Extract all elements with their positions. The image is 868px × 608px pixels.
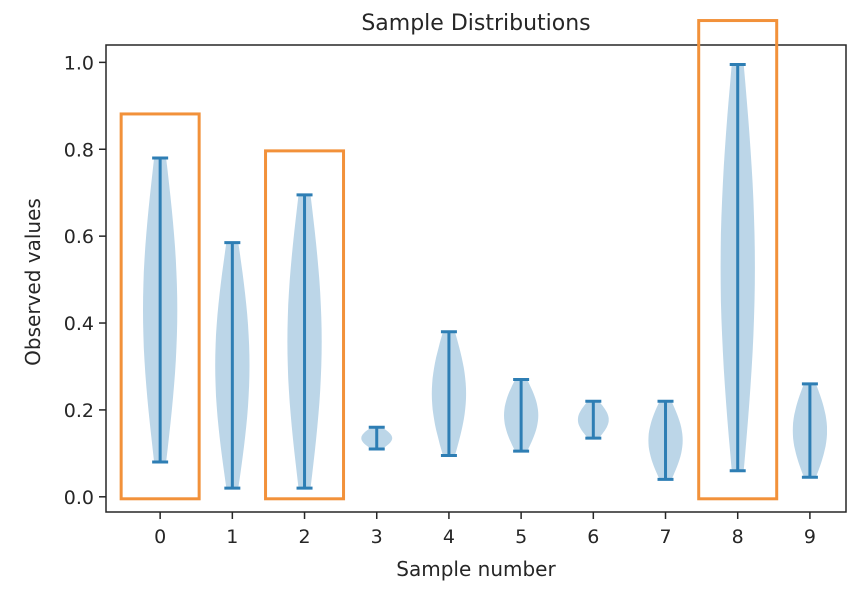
x-tick-label: 2 <box>298 526 310 548</box>
y-tick-label: 0.4 <box>64 313 94 335</box>
x-tick-label: 4 <box>443 526 455 548</box>
x-tick-label: 7 <box>659 526 671 548</box>
highlight-box <box>264 149 346 501</box>
x-axis-label: Sample number <box>396 557 556 581</box>
chart-title: Sample Distributions <box>361 11 590 36</box>
axes-frame <box>105 44 847 513</box>
x-tick-label: 6 <box>587 526 599 548</box>
x-tick-label: 9 <box>804 526 816 548</box>
y-tick-label: 0.6 <box>64 226 94 248</box>
highlight-box <box>119 112 201 501</box>
y-axis-label: Observed values <box>21 198 45 366</box>
x-tick-label: 3 <box>371 526 383 548</box>
x-tick-label: 1 <box>226 526 238 548</box>
y-tick-label: 0.8 <box>64 139 94 161</box>
x-axis: 0 1 2 3 4 5 6 7 8 9 <box>154 512 816 548</box>
x-tick-label: 0 <box>154 526 166 548</box>
x-tick-label: 5 <box>515 526 527 548</box>
x-tick-label: 8 <box>732 526 744 548</box>
y-tick-label: 0.0 <box>64 487 94 509</box>
y-tick-label: 0.2 <box>64 400 94 422</box>
y-tick-label: 1.0 <box>64 52 94 74</box>
highlight-box <box>697 19 779 501</box>
plot-area <box>143 63 827 490</box>
highlight-boxes <box>119 19 779 501</box>
y-axis: 0.0 0.2 0.4 0.6 0.8 1.0 <box>64 52 106 509</box>
